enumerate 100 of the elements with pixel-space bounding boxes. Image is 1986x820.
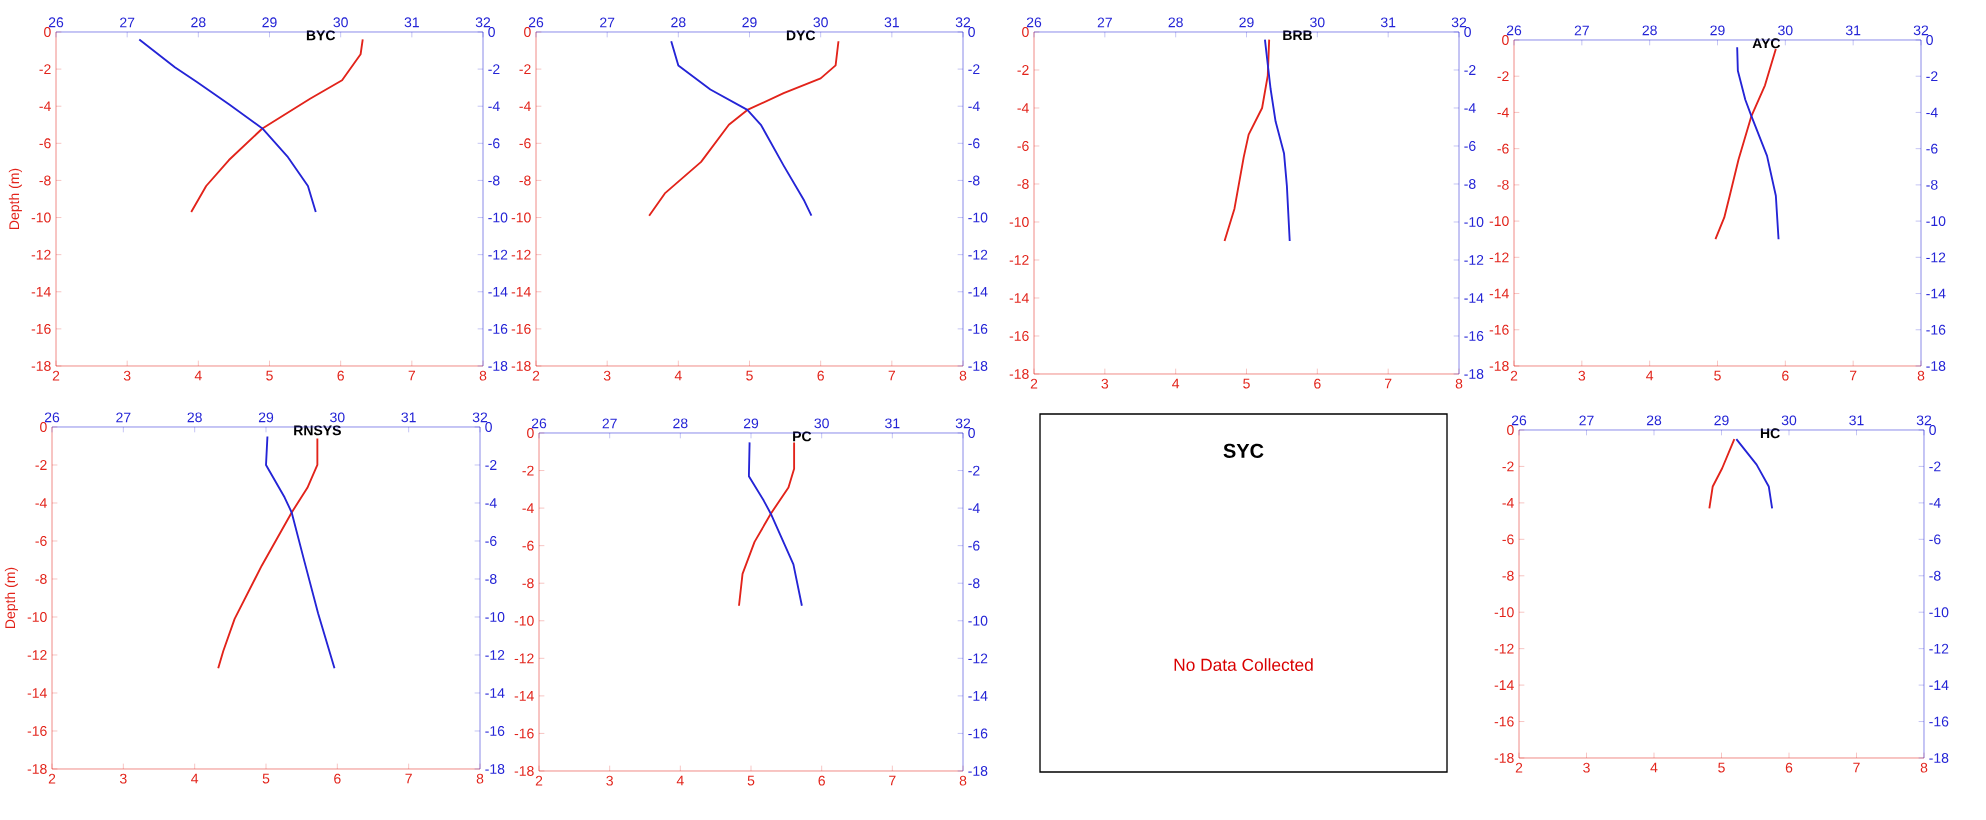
x-tick-label: 5 [747, 775, 755, 786]
y2-tick-label: -12 [1929, 643, 1949, 654]
y-tick-label: -2 [1497, 71, 1509, 82]
y-tick-label: -18 [1009, 369, 1029, 379]
y2-tick-label: -10 [485, 612, 505, 622]
x-tick-label: 6 [1785, 762, 1793, 773]
x-tick-label: 8 [959, 370, 967, 381]
y-tick-label: -8 [39, 175, 51, 186]
y-tick-label: -14 [514, 691, 534, 701]
y-tick-label: -14 [1489, 288, 1509, 299]
line-series [648, 40, 840, 217]
x2-tick-label: 30 [813, 17, 828, 28]
x-tick-label: 7 [1849, 370, 1857, 381]
x2-tick-label: 27 [116, 412, 131, 423]
y-tick-label: -10 [511, 212, 531, 223]
x-tick-label: 8 [476, 773, 484, 784]
x2-tick-label: 27 [602, 418, 617, 429]
x2-tick-label: 27 [1574, 25, 1589, 36]
y2-tick-label: -12 [1464, 255, 1484, 265]
y2-tick-label: -16 [968, 323, 988, 334]
x2-tick-label: 29 [262, 17, 277, 28]
x-tick-label: 3 [603, 370, 611, 381]
x-tick-label: 8 [479, 370, 487, 381]
y2-tick-label: 0 [968, 428, 975, 438]
x2-tick-label: 32 [1451, 17, 1467, 28]
y2-tick-label: -6 [1929, 534, 1941, 545]
y2-tick-label: -18 [485, 764, 505, 774]
x-tick-label: 8 [1917, 370, 1925, 381]
y-tick-label: -10 [1494, 607, 1514, 618]
x2-tick-label: 32 [955, 17, 971, 28]
x2-tick-label: 26 [528, 17, 544, 28]
chart-title: BYC [306, 30, 336, 41]
x-tick-label: 8 [1920, 762, 1928, 773]
x2-tick-label: 28 [191, 17, 206, 28]
y2-tick-label: -10 [968, 615, 988, 626]
y-tick-label: -8 [35, 574, 47, 584]
y-tick-label: -14 [27, 688, 47, 698]
y2-tick-label: -12 [968, 653, 988, 664]
x-tick-label: 6 [817, 370, 824, 381]
y-tick-label: -4 [39, 101, 51, 112]
x2-tick-label: 32 [1916, 415, 1932, 426]
y2-tick-label: -4 [968, 101, 980, 112]
y2-tick-label: -10 [1926, 216, 1946, 227]
x-tick-label: 5 [1714, 370, 1721, 381]
x-tick-label: 3 [119, 773, 127, 784]
x2-tick-label: 32 [955, 418, 971, 429]
y2-tick-label: -8 [1464, 179, 1476, 189]
chart-title: PC [793, 431, 812, 442]
x-tick-label: 2 [52, 370, 60, 381]
x2-tick-label: 26 [1506, 25, 1522, 36]
x-tick-label: 2 [1030, 378, 1038, 389]
y-tick-label: -16 [1009, 331, 1029, 341]
x-tick-label: 7 [889, 775, 896, 786]
text: SYC [1223, 443, 1264, 458]
y-axis-title: Depth (m) [8, 168, 22, 229]
x-tick-label: 4 [674, 370, 682, 381]
x-tick-label: 3 [1583, 762, 1590, 773]
x2-tick-label: 27 [120, 17, 135, 28]
x2-tick-label: 30 [814, 418, 829, 429]
y-tick-label: -14 [1009, 293, 1029, 303]
y2-tick-label: -6 [1926, 143, 1938, 154]
y2-tick-label: -2 [1926, 71, 1938, 82]
x2-tick-label: 31 [404, 17, 419, 28]
x-tick-label: 5 [1243, 378, 1250, 389]
y-tick-label: -14 [1494, 680, 1514, 690]
y-tick-label: -16 [511, 323, 531, 334]
x2-tick-label: 28 [1642, 25, 1657, 36]
line-series [1708, 438, 1736, 510]
x2-tick-label: 26 [1511, 415, 1527, 426]
x2-tick-label: 28 [671, 17, 686, 28]
y-tick-label: -6 [1017, 141, 1029, 151]
x2-tick-label: 26 [531, 418, 547, 429]
line-series [1714, 48, 1777, 241]
x-tick-label: 5 [746, 370, 753, 381]
x-tick-label: 7 [408, 370, 416, 381]
y2-tick-label: -14 [1464, 293, 1484, 303]
y-tick-label: -18 [1489, 361, 1509, 371]
y2-tick-label: -10 [488, 212, 508, 223]
x2-tick-label: 31 [1380, 17, 1396, 28]
x2-tick-label: 27 [1579, 415, 1594, 426]
x-tick-label: 4 [676, 775, 684, 786]
x2-tick-label: 28 [1168, 17, 1183, 28]
y-tick-label: -18 [31, 361, 51, 371]
y-tick-label: -8 [1502, 570, 1514, 581]
x-tick-label: 4 [1646, 370, 1654, 381]
y-tick-label: -10 [31, 212, 51, 223]
y2-tick-label: -2 [485, 460, 497, 470]
x2-tick-label: 31 [1849, 415, 1864, 426]
x-tick-label: 2 [532, 370, 540, 381]
y2-tick-label: -4 [1929, 498, 1941, 508]
y2-tick-label: 0 [488, 27, 495, 37]
y-tick-label: 0 [1022, 27, 1029, 37]
y2-tick-label: -12 [968, 249, 988, 260]
y-tick-label: -4 [1502, 498, 1514, 508]
y-tick-label: 0 [44, 27, 51, 37]
y-tick-label: -16 [1489, 324, 1509, 335]
y-tick-label: -10 [1009, 217, 1029, 227]
y-tick-label: -6 [522, 540, 534, 551]
x2-tick-label: 30 [330, 412, 345, 423]
y2-tick-label: 0 [485, 422, 492, 432]
